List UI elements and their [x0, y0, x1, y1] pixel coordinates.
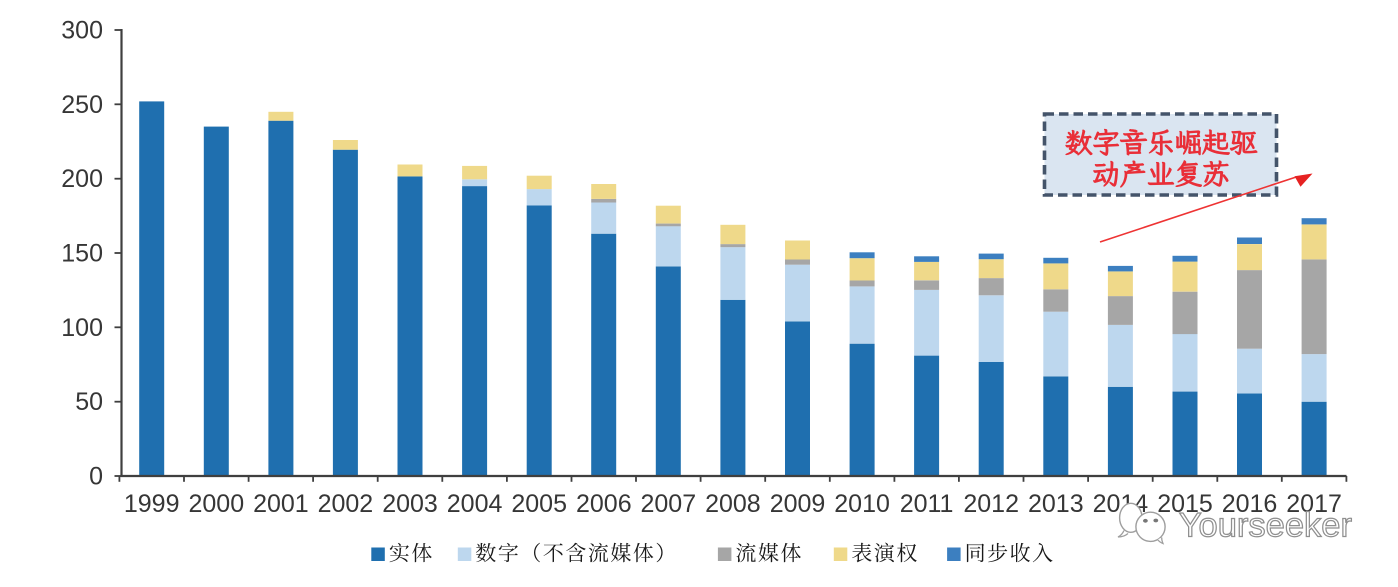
svg-text:2006: 2006: [576, 490, 632, 518]
svg-text:2012: 2012: [963, 490, 1019, 518]
svg-text:0: 0: [89, 463, 103, 491]
svg-text:200: 200: [61, 165, 103, 193]
svg-text:1999: 1999: [124, 490, 180, 518]
svg-text:2015: 2015: [1157, 490, 1213, 518]
svg-text:2007: 2007: [640, 490, 696, 518]
svg-text:250: 250: [61, 91, 103, 119]
svg-text:50: 50: [75, 388, 103, 416]
svg-text:Yourseeker: Yourseeker: [1179, 507, 1352, 545]
svg-text:2002: 2002: [318, 490, 374, 518]
svg-text:2009: 2009: [770, 490, 826, 518]
svg-text:2005: 2005: [511, 490, 567, 518]
svg-text:2017: 2017: [1286, 490, 1342, 518]
svg-text:100: 100: [61, 314, 103, 342]
svg-text:2016: 2016: [1222, 490, 1278, 518]
svg-text:2011: 2011: [900, 490, 954, 518]
svg-text:2003: 2003: [382, 490, 438, 518]
svg-text:2000: 2000: [188, 490, 244, 518]
svg-text:2013: 2013: [1028, 490, 1084, 518]
svg-text:150: 150: [61, 240, 103, 268]
svg-text:2008: 2008: [705, 490, 761, 518]
svg-text:2010: 2010: [834, 490, 890, 518]
svg-text:300: 300: [61, 17, 103, 45]
svg-text:2004: 2004: [447, 490, 503, 518]
svg-text:2001: 2001: [253, 490, 309, 518]
